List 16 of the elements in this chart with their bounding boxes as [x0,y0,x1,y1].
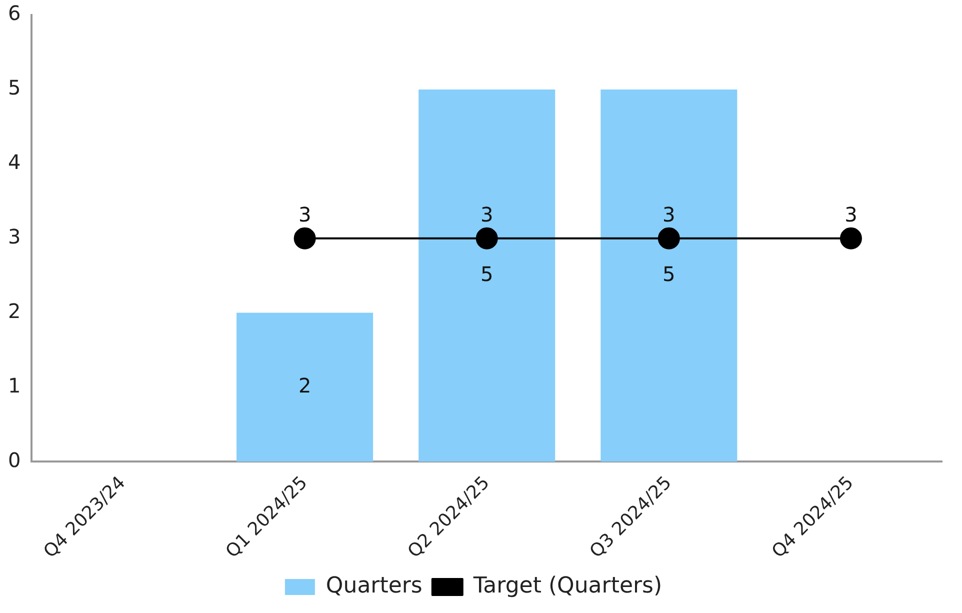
data-label: 5 [480,262,494,286]
y-tick-label: 5 [8,76,21,100]
data-label: 2 [298,373,312,398]
y-tick-label: 4 [8,150,21,174]
y-tick-label: 2 [8,298,21,323]
legend-label: Quarters [326,574,422,599]
y-tick-label: 3 [8,224,21,249]
data-label: 3 [298,202,312,227]
data-label: 5 [662,262,676,286]
legend-label: Target (Quarters) [472,574,662,599]
y-tick-label: 0 [8,448,21,472]
data-label: 3 [662,202,676,227]
data-label: 3 [480,202,494,227]
y-tick-label: 6 [8,1,21,26]
data-label: 3 [844,202,858,227]
y-tick-label: 1 [8,373,21,398]
